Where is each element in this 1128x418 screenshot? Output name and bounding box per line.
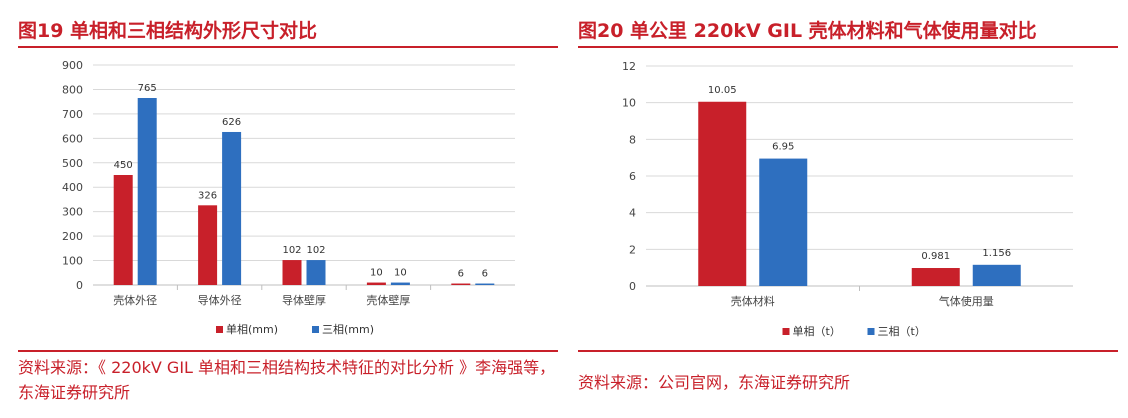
- y-tick-label: 6: [629, 170, 636, 183]
- data-label: 10.05: [708, 85, 737, 96]
- category-label: 气体使用量: [939, 294, 994, 308]
- y-tick-label: 2: [629, 243, 636, 256]
- chart-left: 0 100 200 300 400 500 600 700 800 900 450 765 壳体外径 32…: [18, 55, 558, 345]
- data-label: 102: [306, 245, 325, 256]
- y-tick-label: 0: [629, 280, 636, 293]
- y-tick-label: 200: [62, 230, 83, 243]
- category-label: 壳体壁厚: [366, 293, 410, 307]
- source-text: 资料来源：公司官网，东海证券研究所: [578, 373, 851, 392]
- title-rule: [578, 46, 1118, 48]
- data-label: 626: [222, 117, 241, 128]
- y-tick-label: 4: [629, 207, 636, 220]
- data-label: 102: [282, 245, 301, 256]
- y-tick-label: 0: [76, 279, 83, 292]
- y-tick-label: 10: [622, 97, 636, 110]
- source-rule: [18, 350, 558, 352]
- bar: [137, 98, 157, 285]
- y-tick-label: 300: [62, 206, 83, 219]
- source-text: 资料来源：《 220kV GIL 单相和三相结构技术特征的对比分析 》李海强等，…: [18, 358, 556, 402]
- bar: [282, 260, 302, 285]
- legend-swatch: [312, 326, 319, 333]
- y-tick-label: 400: [62, 181, 83, 194]
- category-label: 壳体材料: [731, 294, 775, 308]
- figure-title: 图19 单相和三相结构外形尺寸对比: [18, 20, 318, 42]
- data-label: 6: [458, 269, 464, 280]
- y-tick-label: 600: [62, 132, 83, 145]
- bar: [972, 264, 1021, 286]
- data-label: 0.981: [921, 251, 950, 262]
- y-tick-label: 12: [622, 60, 636, 73]
- bar: [911, 268, 960, 286]
- chart-right-svg: 0 2 4 6 8 10 12 10.05 6.95 壳体材料 0.981 1.156 气体使用量单相（…: [622, 60, 1073, 338]
- y-tick-label: 700: [62, 108, 83, 121]
- legend-swatch: [867, 328, 875, 335]
- y-tick-label: 500: [62, 157, 83, 170]
- bar: [306, 260, 326, 285]
- category-label: 壳体外径: [113, 293, 157, 307]
- data-label: 450: [114, 160, 133, 171]
- bar: [366, 282, 386, 285]
- data-label: 326: [198, 190, 217, 201]
- data-label: 1.156: [982, 248, 1011, 259]
- y-tick-label: 100: [62, 255, 83, 268]
- category-label: 导体外径: [198, 293, 242, 307]
- bar: [759, 158, 808, 286]
- legend-entry: 三相（t）: [878, 325, 926, 338]
- y-tick-label: 8: [629, 133, 636, 146]
- data-label: 765: [138, 83, 157, 94]
- data-label: 6.95: [772, 142, 794, 153]
- data-label: 10: [394, 268, 407, 279]
- y-tick-label: 800: [62, 83, 83, 96]
- category-label: 导体壁厚: [282, 293, 326, 307]
- y-tick-label: 900: [62, 59, 83, 72]
- bar: [222, 131, 242, 285]
- bar: [451, 283, 471, 285]
- legend-entry: 单相（t）: [793, 325, 841, 338]
- bar: [475, 283, 495, 285]
- legend-entry: 三相(mm): [322, 323, 374, 336]
- source-rule: [578, 350, 1118, 352]
- data-label: 6: [482, 269, 488, 280]
- bar: [198, 205, 218, 285]
- bar: [390, 282, 410, 285]
- chart-right: 0 2 4 6 8 10 12 10.05 6.95 壳体材料 0.981 1.156 气体使用量单相（…: [578, 55, 1118, 345]
- chart-left-svg: 0 100 200 300 400 500 600 700 800 900 450 765 壳体外径 32…: [62, 59, 515, 336]
- legend-swatch: [216, 326, 223, 333]
- bar: [698, 101, 747, 286]
- legend-swatch: [782, 328, 790, 335]
- data-label: 10: [370, 268, 383, 279]
- figure-title: 图20 单公里 220kV GIL 壳体材料和气体使用量对比: [578, 20, 1037, 42]
- legend-entry: 单相(mm): [226, 323, 278, 336]
- title-rule: [18, 46, 558, 48]
- bar: [113, 175, 133, 285]
